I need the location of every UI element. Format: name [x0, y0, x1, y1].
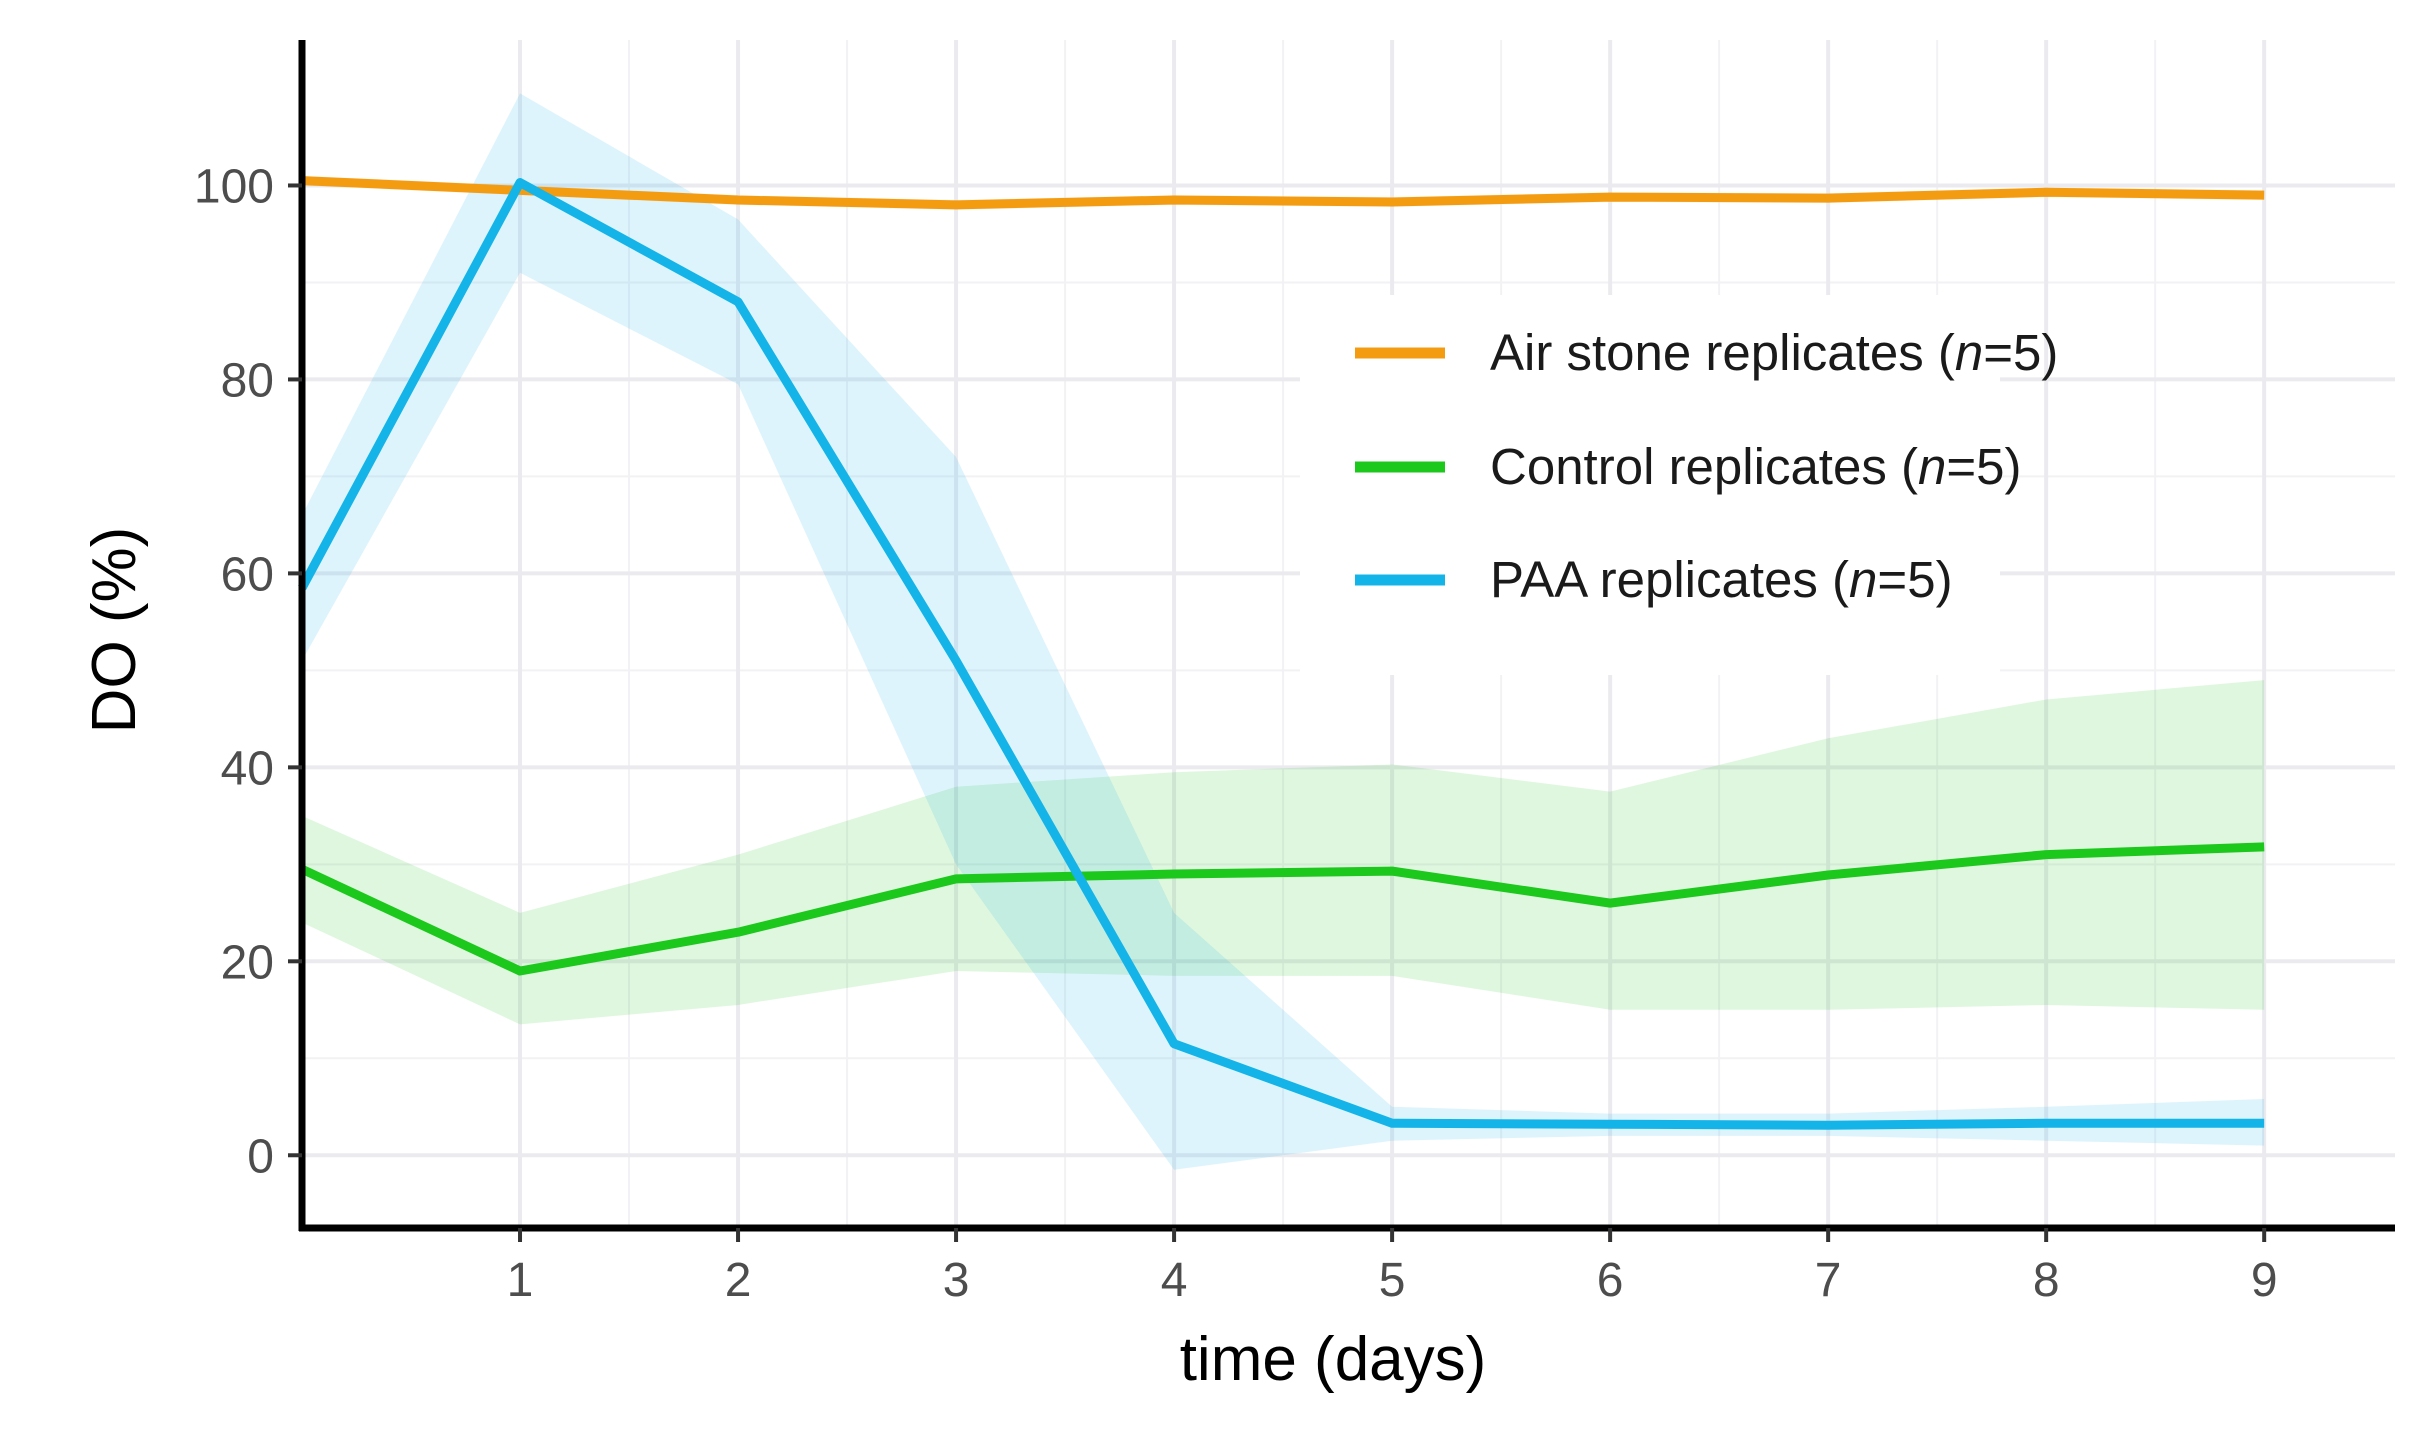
legend-item-paa: PAA replicates (n=5) — [1355, 551, 1953, 608]
legend-label-air-stone: Air stone replicates (n=5) — [1490, 324, 2058, 381]
point-control-replicates — [1823, 870, 1833, 880]
y-tick-label: 80 — [221, 354, 274, 407]
axes — [288, 40, 2395, 1242]
y-tick-label: 0 — [247, 1130, 274, 1183]
line-air-stone-replicates — [301, 176, 2265, 210]
legend-n-control: n — [1918, 438, 1946, 495]
point-paa-replicates — [1823, 1120, 1833, 1130]
x-tick-label: 1 — [507, 1254, 534, 1307]
legend: Air stone replicates (n=5) Control repli… — [1300, 295, 2058, 675]
point-air-stone-replicates — [733, 195, 743, 205]
y-tick-label: 60 — [221, 548, 274, 601]
tick-labels: 0 20 40 60 80 100 1 2 3 4 5 6 7 8 9 — [194, 160, 2278, 1307]
point-air-stone-replicates — [1169, 195, 1179, 205]
y-tick-label: 100 — [194, 160, 274, 213]
point-control-replicates — [515, 966, 525, 976]
x-tick-label: 2 — [725, 1254, 752, 1307]
legend-count-air-stone: =5) — [1983, 324, 2058, 381]
x-tick-label: 4 — [1161, 1254, 1188, 1307]
legend-label-paa: PAA replicates (n=5) — [1490, 551, 1953, 608]
legend-text-paa: PAA replicates ( — [1490, 551, 1849, 608]
series-lines — [298, 176, 2269, 1130]
point-control-replicates — [733, 927, 743, 937]
point-control-replicates — [1169, 869, 1179, 879]
point-paa-replicates — [1387, 1118, 1397, 1128]
line-paa-replicates — [298, 178, 2265, 1130]
x-tick-label: 7 — [1815, 1254, 1842, 1307]
legend-item-air-stone: Air stone replicates (n=5) — [1355, 324, 2058, 381]
band-paa-replicates — [302, 93, 2265, 1170]
band-control-replicates — [302, 680, 2265, 1025]
point-control-replicates — [2041, 850, 2051, 860]
point-control-replicates — [1387, 866, 1397, 876]
legend-n-paa: n — [1849, 551, 1877, 608]
legend-text-air-stone: Air stone replicates ( — [1490, 324, 1955, 381]
x-tick-label: 9 — [2251, 1254, 2278, 1307]
legend-item-control: Control replicates (n=5) — [1355, 438, 2022, 495]
point-air-stone-replicates — [951, 200, 961, 210]
point-paa-replicates — [1169, 1039, 1179, 1049]
x-axis-title: time (days) — [1180, 1325, 1487, 1394]
point-paa-replicates — [2041, 1118, 2051, 1128]
x-tick-label: 5 — [1379, 1254, 1406, 1307]
point-air-stone-replicates — [2041, 187, 2051, 197]
x-tick-label: 6 — [1597, 1254, 1624, 1307]
point-paa-replicates — [951, 656, 961, 666]
point-paa-replicates — [515, 178, 525, 188]
point-control-replicates — [951, 874, 961, 884]
point-air-stone-replicates — [1387, 197, 1397, 207]
point-control-replicates — [2259, 842, 2269, 852]
y-tick-label: 20 — [221, 936, 274, 989]
point-air-stone-replicates — [1823, 193, 1833, 203]
legend-text-control: Control replicates ( — [1490, 438, 1918, 495]
y-tick-label: 40 — [221, 742, 274, 795]
point-paa-replicates — [2259, 1118, 2269, 1128]
legend-count-paa: =5) — [1877, 551, 1952, 608]
x-tick-label: 8 — [2033, 1254, 2060, 1307]
legend-count-control: =5) — [1946, 438, 2021, 495]
point-paa-replicates — [733, 297, 743, 307]
point-control-replicates — [1605, 898, 1615, 908]
legend-n-air-stone: n — [1955, 324, 1983, 381]
y-axis-title: DO (%) — [80, 527, 149, 734]
point-air-stone-replicates — [2259, 190, 2269, 200]
point-paa-replicates — [1605, 1119, 1615, 1129]
point-air-stone-replicates — [1605, 192, 1615, 202]
line-control-replicates — [300, 842, 2265, 976]
x-tick-label: 3 — [943, 1254, 970, 1307]
legend-label-control: Control replicates (n=5) — [1490, 438, 2022, 495]
